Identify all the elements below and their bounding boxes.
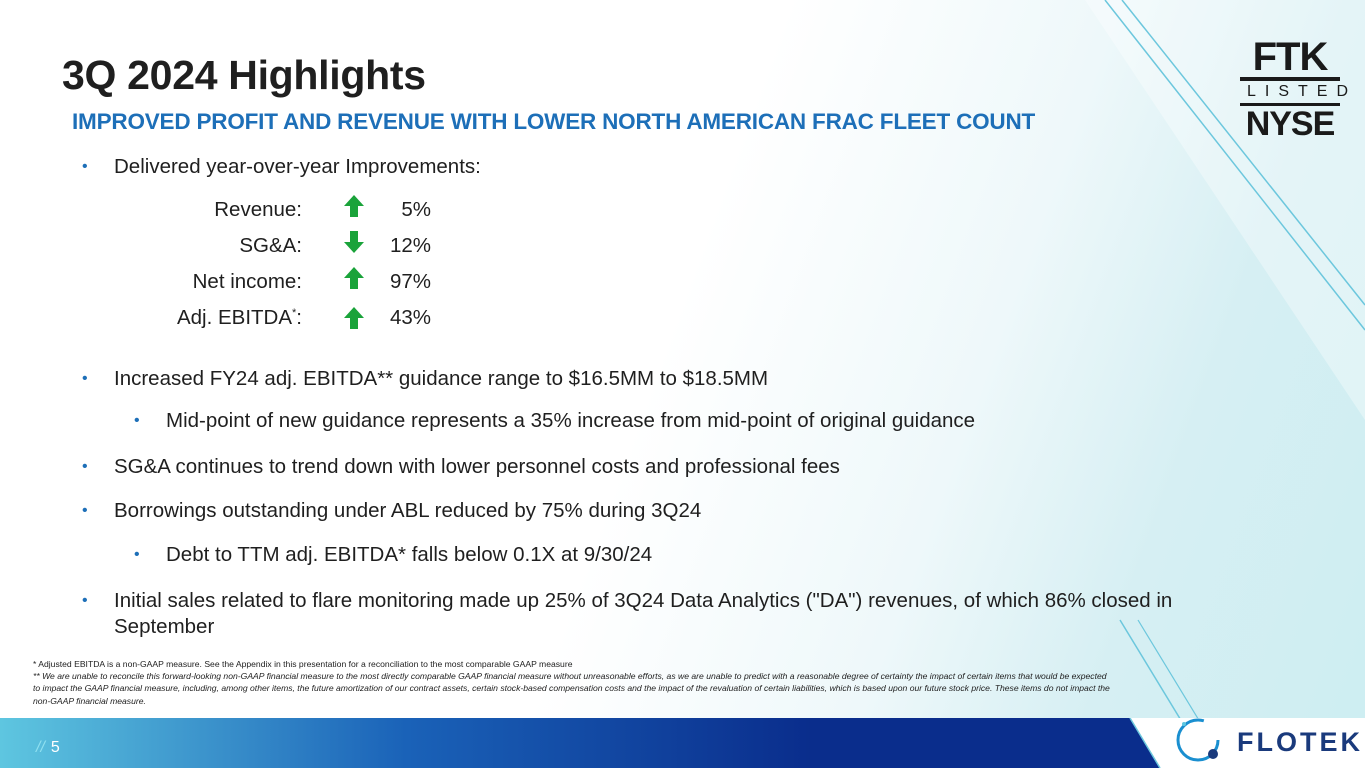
page-slashes: // [36,739,45,756]
metric-label-net-income: Net income: [192,270,302,293]
page-title: 3Q 2024 Highlights [62,52,426,98]
arrow-up-icon [344,195,364,217]
footnote-reconciliation: ** We are unable to reconcile this forwa… [33,671,1110,706]
arrow-up-icon [344,307,364,329]
bullet-dot-icon: • [82,502,88,519]
bullet-dot-icon: • [82,592,88,609]
sub-bullet-debt-ratio: • Debt to TTM adj. EBITDA* falls below 0… [134,542,652,568]
metric-label-colon: : [296,306,302,329]
page-number: // 5 [36,739,60,757]
bullet-dot-icon: • [134,412,140,429]
nyse-listed-badge: FTK LISTED NYSE [1240,37,1348,143]
metric-value-revenue: 5% [401,198,431,221]
bullet-yoy-improvements: • Delivered year-over-year Improvements: [82,154,481,180]
metric-label-sga: SG&A: [239,234,302,257]
badge-ticker: FTK [1240,37,1340,81]
bullet-dot-icon: • [82,370,88,387]
footer-bar [0,718,1365,768]
metric-label-adj-ebitda: Adj. EBITDA*: [177,306,302,330]
bullet-borrowings: • Borrowings outstanding under ABL reduc… [82,498,701,524]
metric-label-text: Adj. EBITDA [176,306,293,329]
metric-value-net-income: 97% [389,270,431,293]
bullet-text: Borrowings outstanding under ABL reduced… [114,499,702,522]
bullet-text: Debt to TTM adj. EBITDA* falls below 0.1… [166,543,653,566]
sub-bullet-midpoint: • Mid-point of new guidance represents a… [134,408,975,434]
flotek-logo-icon [1176,718,1220,762]
bullet-dot-icon: • [82,158,88,175]
flotek-wordmark: FLOTEK [1237,727,1363,757]
bullet-sga-trend: • SG&A continues to trend down with lowe… [82,454,840,480]
bullet-text: Mid-point of new guidance represents a 3… [166,409,976,432]
metric-value-sga: 12% [389,234,431,257]
footnotes: * Adjusted EBITDA is a non-GAAP measure.… [33,658,1113,707]
page-subtitle: IMPROVED PROFIT AND REVENUE WITH LOWER N… [72,109,1036,134]
badge-listed: LISTED [1240,81,1348,106]
bullet-text: Delivered year-over-year Improvements: [114,155,481,178]
metric-value-adj-ebitda: 43% [389,306,431,329]
bullet-text: Increased FY24 adj. EBITDA** guidance ra… [114,367,769,390]
bullet-dot-icon: • [82,458,88,475]
metric-label-footnote-mark: * [292,307,297,320]
arrow-down-icon [344,231,364,253]
metric-label-revenue: Revenue: [214,198,302,221]
arrow-up-icon [344,267,364,289]
footnote-adjusted-ebitda: * Adjusted EBITDA is a non-GAAP measure.… [33,659,573,669]
page-number-value: 5 [50,739,60,756]
bullet-text: Initial sales related to flare monitorin… [114,589,1173,638]
bullet-guidance: • Increased FY24 adj. EBITDA** guidance … [82,366,768,392]
bullet-flare-monitoring: • Initial sales related to flare monitor… [82,588,1182,640]
bullet-text: SG&A continues to trend down with lower … [114,455,840,478]
badge-exchange: NYSE [1245,105,1336,143]
bullet-dot-icon: • [134,546,140,563]
